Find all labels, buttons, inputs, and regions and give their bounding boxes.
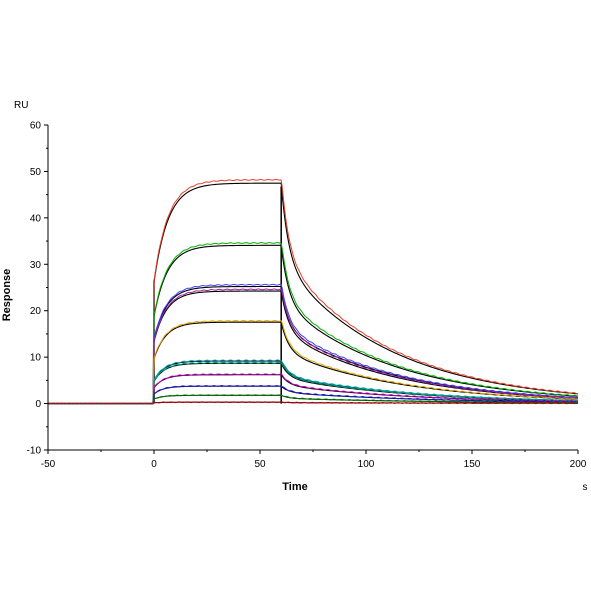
x-tick-label: 150 [464, 459, 481, 470]
x-unit-label: s [583, 482, 588, 493]
response-curve [47, 242, 579, 405]
x-tick-label: 0 [151, 459, 157, 470]
response-curves [47, 178, 579, 405]
fit-curve [153, 285, 579, 399]
fit-curves [153, 182, 579, 404]
x-axis-title: Time [282, 481, 307, 493]
y-ticks: -10 0 10 20 30 40 50 60 [27, 121, 48, 457]
fit-curve [153, 182, 579, 395]
x-tick-label: -50 [41, 459, 56, 470]
y-unit-label: RU [14, 100, 28, 111]
y-tick-label: -10 [27, 446, 42, 457]
y-tick-label: 60 [30, 121, 42, 132]
y-tick-label: 50 [30, 167, 42, 178]
response-curve [47, 178, 579, 405]
fit-curve [153, 290, 579, 399]
response-curve [47, 283, 579, 405]
x-tick-label: 200 [570, 459, 587, 470]
y-tick-label: 40 [30, 213, 42, 224]
x-tick-label: 50 [254, 459, 266, 470]
y-tick-label: 0 [35, 399, 41, 410]
y-axis-title: Response [1, 269, 13, 322]
y-tick-label: 10 [30, 353, 42, 364]
x-tick-label: 100 [358, 459, 375, 470]
y-tick-label: 30 [30, 260, 42, 271]
response-curve [47, 288, 579, 405]
x-ticks: -50 0 50 100 150 200 [41, 450, 587, 470]
y-tick-label: 20 [30, 306, 42, 317]
response-curve [47, 401, 579, 405]
